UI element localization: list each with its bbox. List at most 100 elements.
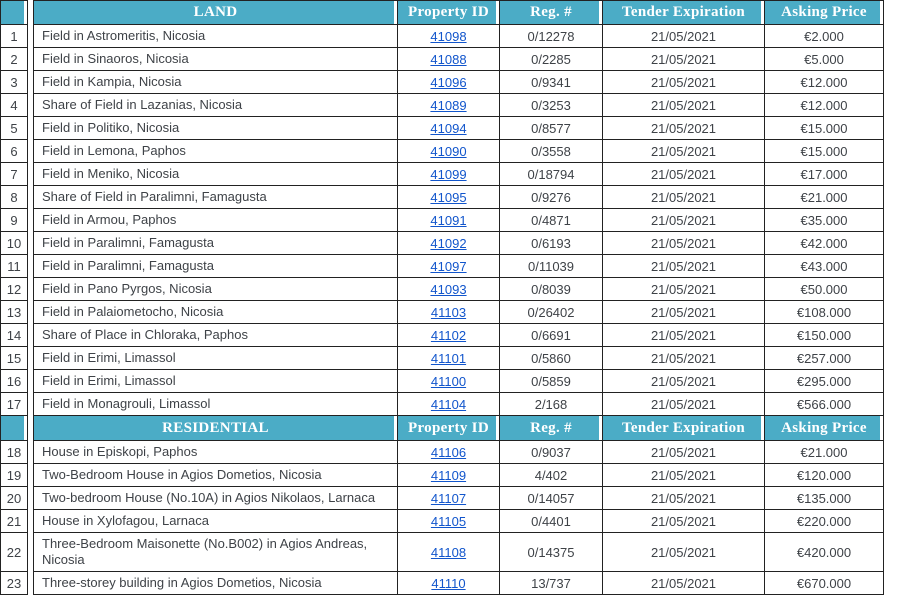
property-id-link[interactable]: 41092 [430,235,467,251]
tender-expiration-cell: 21/05/2021 [603,441,765,464]
property-table: LAND Property ID Reg. # Tender Expiration As… [0,0,884,595]
property-id-cell: 41109 [398,464,500,487]
asking-price-cell: €120.000 [765,464,884,487]
tender-expiration-cell: 21/05/2021 [603,393,765,416]
column-gutter [28,163,33,186]
property-id-link[interactable]: 41097 [430,258,467,274]
table-row: 1 Field in Astromeritis, Nicosia 41098 0/12… [0,25,884,48]
property-id-link[interactable]: 41090 [430,143,467,159]
asking-price-cell: €50.000 [765,278,884,301]
reg-number-cell: 0/5859 [500,370,603,393]
property-id-link[interactable]: 41093 [430,281,467,297]
property-id-link[interactable]: 41103 [430,304,467,320]
asking-price-cell: €257.000 [765,347,884,370]
property-id-cell: 41094 [398,117,500,140]
reg-number-cell: 0/8039 [500,278,603,301]
description-cell: Field in Paralimni, Famagusta [33,232,398,255]
table-row: 4 Share of Field in Lazanias, Nicosia 4108… [0,94,884,117]
property-id-link[interactable]: 41094 [430,120,467,136]
property-id-cell: 41102 [398,324,500,347]
tender-expiration-cell: 21/05/2021 [603,487,765,510]
row-number-cell: 17 [0,393,28,416]
property-id-link[interactable]: 41106 [430,444,467,460]
property-id-link[interactable]: 41088 [430,51,467,67]
property-id-link[interactable]: 41091 [430,212,467,228]
description-cell: Field in Pano Pyrgos, Nicosia [33,278,398,301]
tender-expiration-cell: 21/05/2021 [603,209,765,232]
column-gutter [28,140,33,163]
tender-expiration-cell: 21/05/2021 [603,117,765,140]
table-row: 12 Field in Pano Pyrgos, Nicosia 41093 0/80… [0,278,884,301]
table-row: 13 Field in Palaiometocho, Nicosia 41103 0/… [0,301,884,324]
reg-number-cell: 0/9037 [500,441,603,464]
property-id-link[interactable]: 41104 [430,396,467,412]
property-id-link[interactable]: 41102 [430,327,467,343]
tender-expiration-cell: 21/05/2021 [603,533,765,572]
section-header-row: LAND Property ID Reg. # Tender Expiration As… [0,0,884,25]
tender-expiration-cell: 21/05/2021 [603,278,765,301]
property-id-link[interactable]: 41108 [430,544,467,560]
property-id-link[interactable]: 41099 [430,166,467,182]
description-cell: Field in Armou, Paphos [33,209,398,232]
property-id-cell: 41100 [398,370,500,393]
tender-expiration-cell: 21/05/2021 [603,572,765,595]
asking-price-cell: €108.000 [765,301,884,324]
tender-expiration-cell: 21/05/2021 [603,94,765,117]
table-row: 16 Field in Erimi, Limassol 41100 0/5859 21/… [0,370,884,393]
table-row: 8 Share of Field in Paralimni, Famagusta 4… [0,186,884,209]
property-id-cell: 41093 [398,278,500,301]
column-gutter [28,25,33,48]
property-id-link[interactable]: 41110 [431,575,466,591]
column-gutter [28,324,33,347]
column-gutter [28,186,33,209]
row-number-cell: 5 [0,117,28,140]
table-row: 7 Field in Meniko, Nicosia 41099 0/18794 21/… [0,163,884,186]
reg-number-cell: 0/6193 [500,232,603,255]
table-row: 17 Field in Monagrouli, Limassol 41104 2/16… [0,393,884,416]
column-header-reg-number: Reg. # [500,416,603,441]
reg-number-cell: 0/18794 [500,163,603,186]
tender-expiration-cell: 21/05/2021 [603,163,765,186]
property-id-link[interactable]: 41095 [430,189,467,205]
column-gutter [28,487,33,510]
property-id-link[interactable]: 41107 [430,490,467,506]
description-cell: Field in Palaiometocho, Nicosia [33,301,398,324]
property-id-link[interactable]: 41101 [430,350,467,366]
row-number-cell: 12 [0,278,28,301]
row-number-cell: 18 [0,441,28,464]
property-id-link[interactable]: 41089 [430,97,467,113]
property-id-cell: 41107 [398,487,500,510]
property-id-link[interactable]: 41105 [430,513,467,529]
description-cell: Field in Lemona, Paphos [33,140,398,163]
tender-expiration-cell: 21/05/2021 [603,255,765,278]
description-cell: House in Xylofagou, Larnaca [33,510,398,533]
column-header-asking-price: Asking Price [765,416,884,441]
property-id-cell: 41103 [398,301,500,324]
property-id-link[interactable]: 41098 [430,28,467,44]
reg-number-cell: 0/6691 [500,324,603,347]
asking-price-cell: €21.000 [765,186,884,209]
table-row: 21 House in Xylofagou, Larnaca 41105 0/4401… [0,510,884,533]
row-number-cell: 21 [0,510,28,533]
property-id-link[interactable]: 41096 [430,74,467,90]
column-gutter [28,209,33,232]
column-gutter [28,0,33,25]
property-id-link[interactable]: 41100 [430,373,467,389]
column-gutter [28,464,33,487]
tender-expiration-cell: 21/05/2021 [603,301,765,324]
property-id-cell: 41091 [398,209,500,232]
asking-price-cell: €420.000 [765,533,884,572]
asking-price-cell: €2.000 [765,25,884,48]
tender-expiration-cell: 21/05/2021 [603,140,765,163]
reg-number-cell: 0/26402 [500,301,603,324]
description-cell: Field in Kampia, Nicosia [33,71,398,94]
asking-price-cell: €150.000 [765,324,884,347]
column-header-property-id: Property ID [398,0,500,25]
row-number-cell: 3 [0,71,28,94]
reg-number-cell: 0/11039 [500,255,603,278]
tender-expiration-cell: 21/05/2021 [603,347,765,370]
column-gutter [28,232,33,255]
reg-number-cell: 0/5860 [500,347,603,370]
column-gutter [28,416,33,441]
property-id-link[interactable]: 41109 [430,467,467,483]
